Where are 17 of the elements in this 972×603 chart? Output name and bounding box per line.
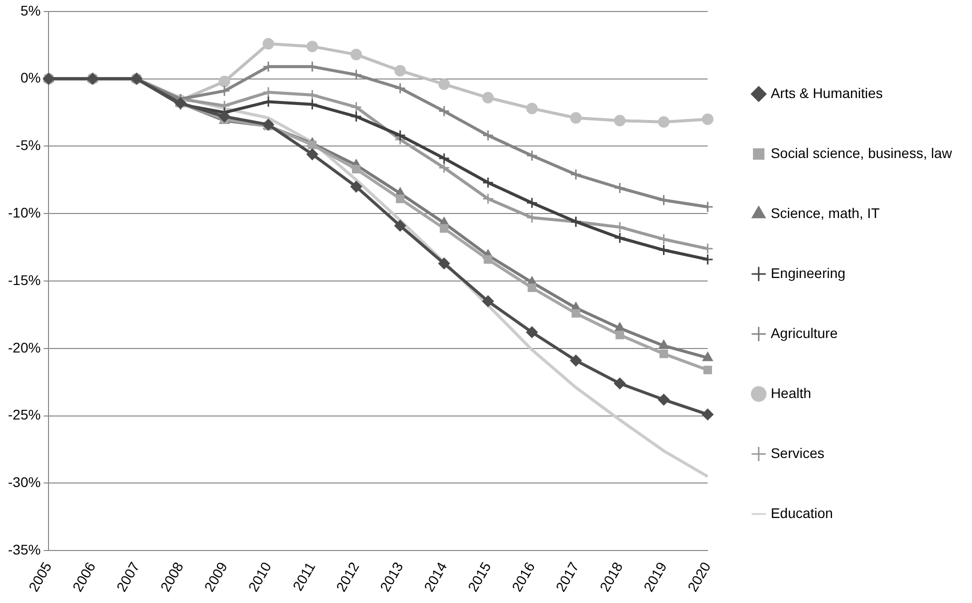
legend-label: Arts & Humanities [770,84,883,101]
y-tick-label: -10% [8,204,41,220]
y-tick-label: -5% [16,137,41,154]
legend-label: Health [770,384,812,401]
y-tick-label: -35% [8,541,41,558]
y-tick-label: -20% [8,339,41,356]
y-tick-label: -15% [8,272,41,288]
y-tick-label: -25% [8,406,41,423]
legend-label: Education [770,504,833,521]
y-tick-label: -30% [8,474,41,490]
legend-label: Science, math, IT [770,204,880,221]
y-tick-label: 5% [20,2,41,18]
legend-label: Engineering [770,264,846,281]
legend-label: Services [770,444,824,461]
y-tick-label: 0% [20,70,41,86]
legend-label: Agriculture [770,324,838,341]
legend-label: Social science, business, law [770,144,953,161]
